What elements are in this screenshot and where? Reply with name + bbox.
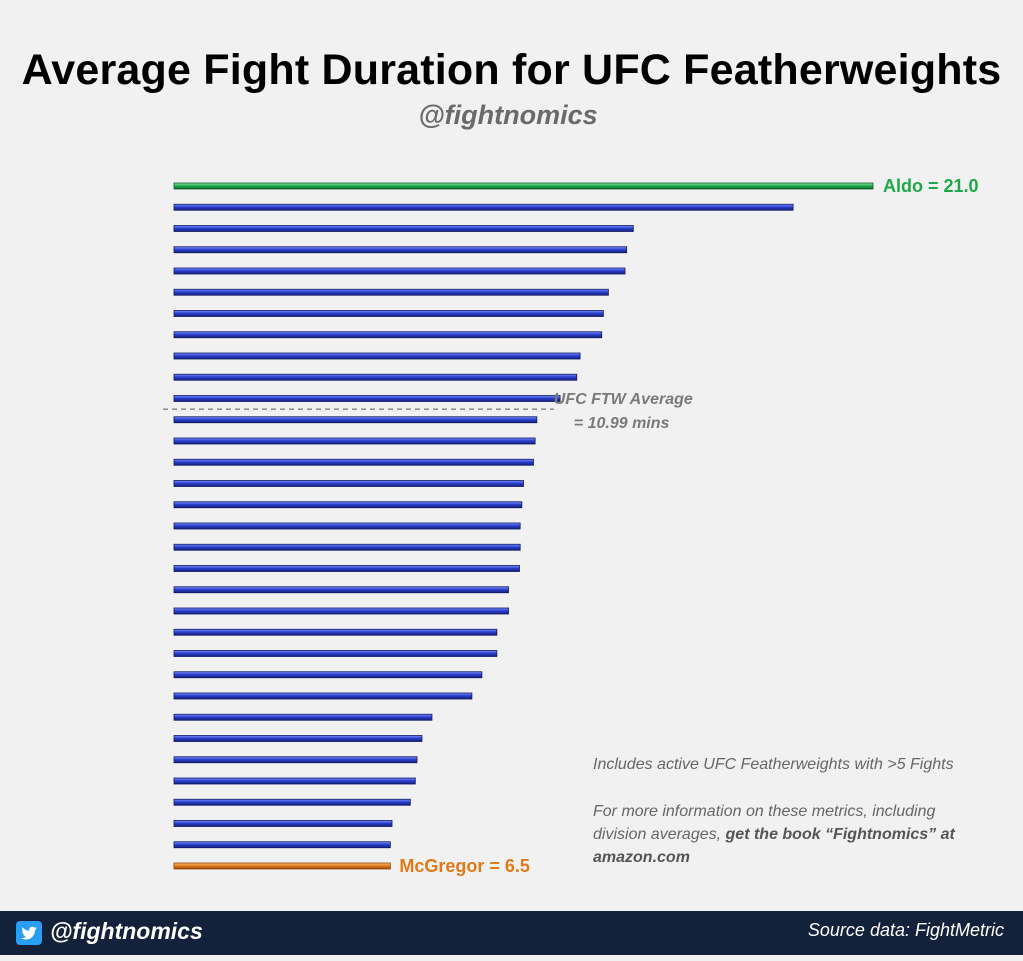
bar-26 [173, 713, 433, 721]
info-note-line1: For more information on these metrics, i… [593, 803, 936, 820]
bar-28 [173, 756, 418, 764]
info-note: For more information on these metrics, i… [593, 800, 955, 869]
info-note-book: get the book “Fightnomics” at [725, 826, 955, 843]
bar-16 [173, 501, 523, 509]
info-note-plain: division averages, [593, 826, 726, 843]
bar-31 [173, 820, 393, 827]
bar-32 [173, 841, 391, 849]
bar-9 [173, 352, 581, 360]
bar-1 [173, 182, 874, 190]
info-note-line2: division averages, get the book “Fightno… [593, 823, 955, 846]
footer-bar: @fightnomics Source data: FightMetric [0, 911, 1023, 955]
bar-21 [173, 607, 509, 615]
info-note-line3: amazon.com [593, 846, 955, 869]
bar-25 [173, 692, 473, 700]
bar-13 [173, 437, 536, 445]
bar-24 [173, 671, 483, 679]
bar-3 [173, 225, 634, 232]
aldo-label: Aldo = 21.0 [883, 176, 979, 196]
info-note-link: amazon.com [593, 849, 690, 866]
bar-20 [173, 586, 509, 594]
bar-15 [173, 480, 524, 487]
average-label-line1: UFC FTW Average [554, 391, 693, 408]
bar-19 [173, 565, 520, 572]
bar-12 [173, 416, 538, 424]
inclusion-note: Includes active UFC Featherweights with … [593, 756, 954, 773]
bar-4 [173, 246, 628, 254]
bar-8 [173, 331, 603, 339]
footer-handle: @fightnomics [50, 918, 203, 944]
bar-11 [173, 395, 561, 402]
bar-6 [173, 288, 609, 296]
bar-5 [173, 267, 626, 275]
bar-23 [173, 650, 498, 657]
bar-2 [173, 203, 794, 211]
bar-18 [173, 543, 521, 551]
bar-7 [173, 310, 604, 317]
twitter-bird-icon [16, 921, 42, 945]
mcgregor-label: McGregor = 6.5 [399, 856, 530, 876]
bar-chart: UFC FTW Average = 10.99 mins Aldo = 21.0… [163, 176, 979, 876]
bar-10 [173, 373, 578, 381]
chart-title: Average Fight Duration for UFC Featherwe… [21, 46, 1002, 94]
source-credit: Source data: FightMetric [807, 920, 1004, 940]
bar-14 [173, 458, 534, 466]
bar-30 [173, 798, 411, 806]
average-label-line2: = 10.99 mins [574, 415, 670, 432]
bar-33 [173, 862, 391, 870]
chart-subtitle: @fightnomics [418, 100, 598, 130]
bar-27 [173, 735, 423, 742]
bar-29 [173, 777, 416, 785]
bar-22 [173, 628, 498, 636]
bar-17 [173, 522, 521, 530]
